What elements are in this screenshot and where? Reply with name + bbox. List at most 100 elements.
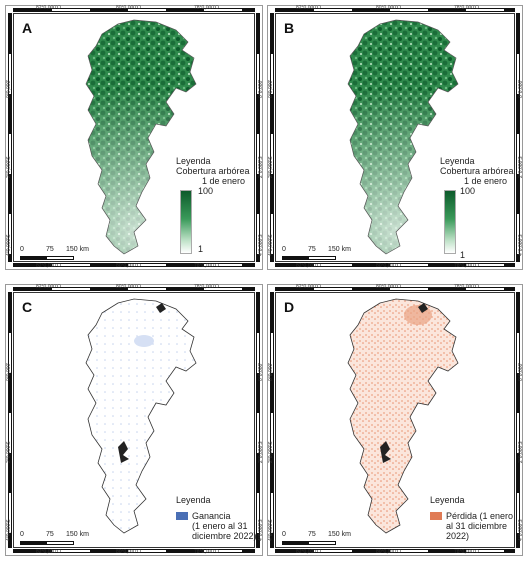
coord-lon-78-top: 78°0,000'O	[454, 284, 479, 290]
urban-area	[380, 441, 391, 463]
coord-lon-78-bottom: 78°0,000'O	[194, 549, 219, 555]
coord-lon-80-bottom: 80°0,000'O	[376, 549, 401, 555]
scale-75: 75	[46, 246, 54, 253]
coord-lon-78-bottom: 78°0,000'O	[454, 263, 479, 269]
coord-lon-80-bottom: 80°0,000'O	[116, 263, 141, 269]
scale-75: 75	[46, 531, 54, 538]
gain-map-c	[85, 298, 197, 534]
legend-min: 1	[198, 244, 204, 254]
scale-150: 150 km	[328, 246, 351, 253]
urban-area	[118, 441, 129, 463]
legend-title: Leyenda	[430, 495, 465, 505]
coord-lon-82-bottom: 82°0,000'O	[36, 263, 61, 269]
map-frame	[275, 13, 515, 262]
scale-150: 150 km	[328, 531, 351, 538]
legend-ramp	[444, 190, 456, 254]
coord-lon-80-top: 80°0,000'O	[376, 5, 401, 11]
panel-letter: C	[22, 299, 33, 315]
scale-0: 0	[282, 246, 286, 253]
neatline-right	[516, 13, 520, 262]
legend-ramp	[180, 190, 192, 254]
coord-lon-82-bottom: 82°0,000'O	[296, 549, 321, 555]
legend-item-line2: (1 enero al 31	[192, 521, 248, 531]
neatline-bottom	[275, 263, 515, 267]
loss-hotspot	[404, 305, 432, 325]
scale-150: 150 km	[66, 246, 89, 253]
neatline-left	[8, 13, 12, 262]
urban-area	[418, 303, 428, 313]
gain-patch	[134, 335, 154, 347]
scale-bar	[20, 541, 74, 545]
scale-bar	[282, 541, 336, 545]
neatline-top	[275, 8, 515, 12]
loss-map-d	[347, 298, 459, 534]
legend-max: 100	[198, 186, 214, 196]
neatline-left	[270, 13, 274, 262]
map-frame	[13, 292, 255, 548]
legend-subtitle: Cobertura arbórea	[440, 166, 514, 176]
legend-title: Leyenda	[440, 156, 475, 166]
legend-title: Leyenda	[176, 156, 211, 166]
neatline-bottom	[13, 549, 255, 553]
legend-date: 1 de enero	[202, 176, 246, 186]
panel-letter: B	[284, 20, 295, 36]
forest-fade	[348, 20, 458, 254]
legend-title: Leyenda	[176, 495, 211, 505]
map-frame	[13, 13, 255, 262]
neatline-right	[256, 292, 260, 548]
coord-lon-80-bottom: 80°0,000'O	[376, 263, 401, 269]
neatline-top	[13, 8, 255, 12]
coord-lon-78-bottom: 78°0,000'O	[454, 549, 479, 555]
coord-lon-82-top: 82°0,000'O	[36, 284, 61, 290]
legend-subtitle: Cobertura arbórea	[176, 166, 250, 176]
coord-lon-78-top: 78°0,000'O	[454, 5, 479, 11]
coord-lon-80-top: 80°0,000'O	[116, 284, 141, 290]
tree-cover-map-a	[85, 19, 197, 255]
neatline-right	[256, 13, 260, 262]
legend-item-line3: diciembre 2022)	[192, 531, 257, 541]
scale-150: 150 km	[66, 531, 89, 538]
scale-bar	[282, 256, 336, 260]
coord-lon-80-bottom: 80°0,000'O	[116, 549, 141, 555]
neatline-left	[270, 292, 274, 548]
scale-75: 75	[308, 246, 316, 253]
coord-lon-78-bottom: 78°0,000'O	[194, 263, 219, 269]
legend-item-line2: al 31 diciembre	[446, 521, 508, 531]
legend-item-line3: 2022)	[446, 531, 470, 541]
scale-0: 0	[20, 531, 24, 538]
map-panel-a: 82°0,000'O 80°0,000'O 78°0,000'O 82°0,00…	[5, 5, 264, 270]
neatline-left	[8, 292, 12, 548]
coord-lon-80-top: 80°0,000'O	[116, 5, 141, 11]
neatline-top	[13, 287, 255, 291]
scale-0: 0	[20, 246, 24, 253]
map-panel-b: 82°0,000'O 80°0,000'O 78°0,000'O 82°0,00…	[267, 5, 524, 270]
coord-lon-82-top: 82°0,000'O	[296, 5, 321, 11]
map-frame	[275, 292, 515, 548]
legend-swatch-loss	[430, 512, 442, 520]
neatline-bottom	[13, 263, 255, 267]
urban-area	[156, 303, 166, 313]
map-panel-c: 82°0,000'O 80°0,000'O 78°0,000'O 82°0,00…	[5, 284, 264, 556]
legend-date: 1 de enero	[464, 176, 508, 186]
scale-75: 75	[308, 531, 316, 538]
neatline-bottom	[275, 549, 515, 553]
panel-letter: D	[284, 299, 295, 315]
legend-swatch-gain	[176, 512, 188, 520]
legend-max: 100	[460, 186, 476, 196]
coord-lon-82-top: 82°0,000'O	[296, 284, 321, 290]
coord-lon-80-top: 80°0,000'O	[376, 284, 401, 290]
neatline-top	[275, 287, 515, 291]
coord-lon-82-top: 82°0,000'O	[36, 5, 61, 11]
coord-lon-78-top: 78°0,000'O	[194, 284, 219, 290]
scale-bar	[20, 256, 74, 260]
legend-item-line1: Ganancia	[192, 511, 231, 521]
legend-min: 1	[460, 250, 466, 260]
panel-letter: A	[22, 20, 33, 36]
legend-item-line1: Pérdida (1 enero	[446, 511, 514, 521]
scale-0: 0	[282, 531, 286, 538]
coord-lon-82-bottom: 82°0,000'O	[36, 549, 61, 555]
map-panel-d: 82°0,000'O 80°0,000'O 78°0,000'O 82°0,00…	[267, 284, 524, 556]
tree-cover-map-b	[347, 19, 459, 255]
coord-lon-78-top: 78°0,000'O	[194, 5, 219, 11]
neatline-right	[516, 292, 520, 548]
